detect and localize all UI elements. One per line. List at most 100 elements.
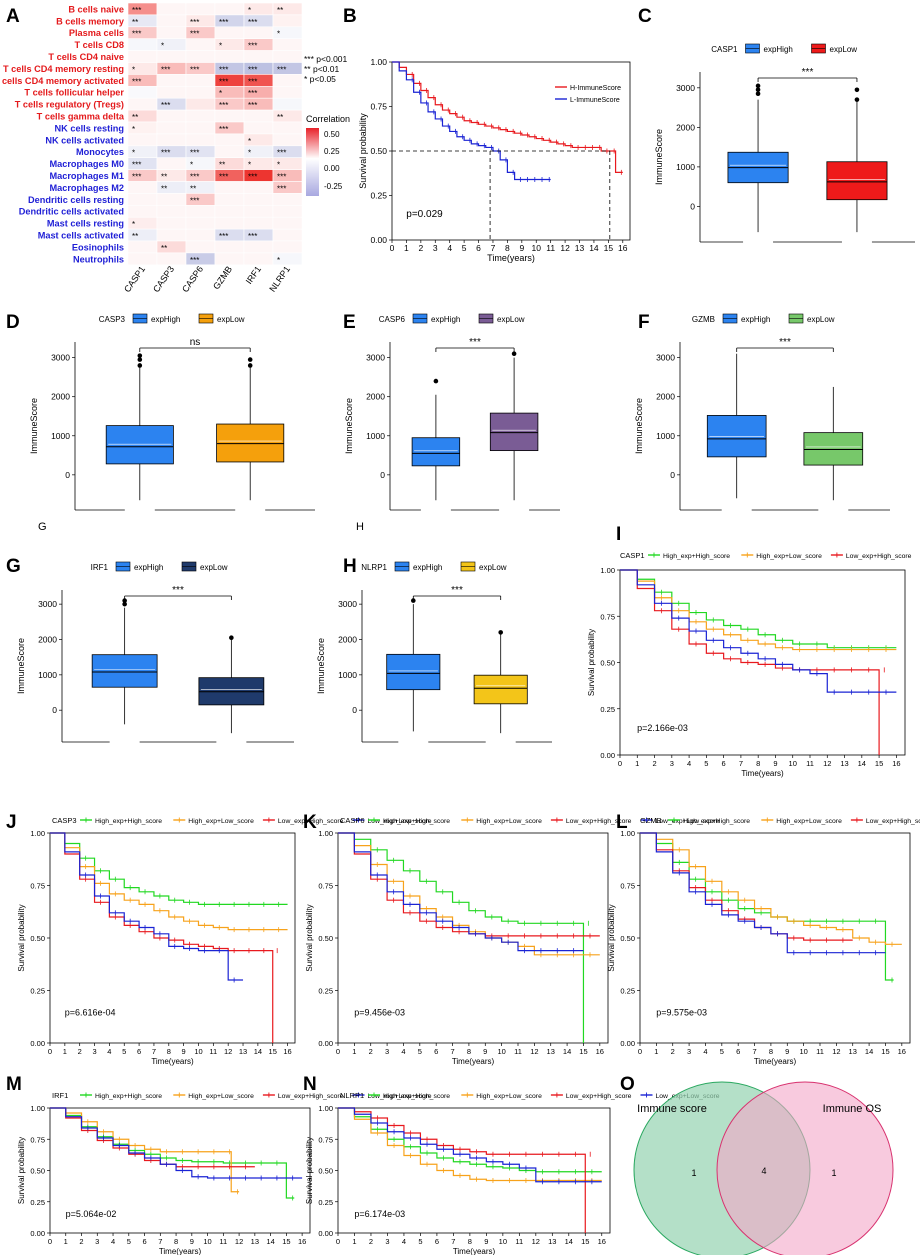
km-curve-Low_exp+Low_score: [50, 832, 244, 981]
panel-letter-B: B: [343, 6, 357, 27]
heatmap-star: **: [219, 161, 225, 170]
outlier-point: [247, 357, 253, 362]
x-tick-label: 3: [95, 1237, 99, 1246]
heatmap-cell: [156, 86, 187, 99]
y-axis-label: ImmuneScore: [344, 398, 354, 454]
panel-letter-H: H: [343, 556, 357, 577]
legend-entry: High_exp+High_score: [663, 553, 730, 560]
y-axis-label: Survival probability: [305, 904, 314, 971]
heatmap-star: ***: [190, 173, 199, 182]
p-value: p=5.064e-02: [66, 1209, 117, 1219]
heatmap-cell: [272, 216, 303, 230]
heatmap-star: ***: [219, 18, 228, 27]
heatmap-star: *: [248, 149, 251, 158]
heatmap-star: ***: [248, 173, 257, 182]
heatmap-star: *: [277, 161, 280, 170]
y-tick-label: 3000: [51, 353, 70, 363]
heatmap-cell: [156, 252, 187, 266]
heatmap-star: **: [277, 6, 283, 15]
y-tick-label: 1000: [38, 670, 57, 680]
heatmap-col-label: CASP6: [180, 264, 205, 294]
legend-entry: High_exp+Low_score: [476, 1093, 542, 1100]
y-tick-label: 2000: [38, 634, 57, 644]
box-expHigh: [386, 653, 441, 691]
legend-entry: expHigh: [741, 315, 770, 324]
heatmap-cell: [127, 205, 158, 218]
y-tick-label: 0.25: [620, 987, 635, 996]
heatmap-cell: [243, 193, 274, 206]
heatmap-cell: [156, 14, 187, 28]
heatmap-cell: [243, 205, 274, 218]
x-tick-label: 1: [635, 759, 639, 768]
x-tick-label: 10: [499, 1237, 507, 1246]
x-tick-label: 12: [560, 243, 570, 253]
x-tick-label: 10: [203, 1237, 211, 1246]
heatmap-col-label: CASP1: [122, 264, 147, 294]
heatmap-row-label: T cells CD4 naive: [48, 52, 124, 62]
km-curve-Low_exp+Low_score: [620, 569, 897, 693]
x-tick-label: 11: [816, 1047, 824, 1056]
y-tick-label: 1000: [366, 431, 385, 441]
legend-gene-label: CASP3: [52, 816, 77, 825]
km-curve-Low_exp+High_score: [338, 832, 600, 937]
colorbar-tick: 0.50: [324, 130, 340, 139]
heatmap-cell: [272, 121, 303, 135]
venn-set-label: Immune OS: [823, 1103, 882, 1115]
y-tick-label: 0.75: [600, 612, 615, 621]
km-curve-Low_exp+High_score: [640, 832, 853, 941]
heatmap-row-label: Mast cells resting: [47, 219, 124, 229]
legend-gene-label: CASP3: [99, 315, 126, 324]
panel-letter-J: J: [6, 812, 17, 833]
y-tick-label: 0.75: [30, 882, 45, 891]
heatmap-star: ***: [219, 77, 228, 86]
km-curve-L-ImmuneScore: [392, 61, 551, 181]
heatmap-star: *: [277, 30, 280, 39]
legend-gene-label: IRF1: [91, 563, 109, 572]
heatmap-star: ***: [161, 149, 170, 158]
box-expLow: [216, 423, 285, 463]
outlier-point: [247, 363, 253, 368]
km-curve-High_exp+Low_score: [50, 1107, 240, 1193]
x-tick-label: 9: [519, 243, 524, 253]
heatmap-star: ***: [248, 18, 257, 27]
heatmap-cell: [127, 240, 158, 254]
legend-entry: High_exp+Low_score: [188, 1093, 254, 1100]
x-axis-label: Time(years): [754, 1057, 797, 1066]
heatmap-cell: [243, 240, 274, 254]
x-tick-label: 5: [462, 243, 467, 253]
x-axis-label: Time(years): [452, 1057, 495, 1066]
x-tick-label: 0: [336, 1047, 340, 1056]
heatmap-star: ***: [190, 256, 199, 265]
x-tick-label: 14: [865, 1047, 873, 1056]
legend-entry: High_exp+High_score: [683, 818, 750, 825]
heatmap-cell: [272, 252, 303, 266]
x-tick-label: 13: [849, 1047, 857, 1056]
y-tick-label: 0.25: [600, 705, 615, 714]
x-tick-label: 6: [476, 243, 481, 253]
outlier-point: [755, 87, 761, 93]
venn-count: 1: [691, 1168, 696, 1178]
x-tick-label: 5: [418, 1047, 422, 1056]
panel-letter-C: C: [638, 6, 652, 27]
y-tick-label: 0.25: [318, 987, 333, 996]
legend-gene-label: NLRP1: [361, 563, 387, 572]
outlier-point: [122, 598, 127, 603]
heatmap-row-label: Macrophages M1: [49, 171, 124, 181]
x-tick-label: 13: [547, 1047, 555, 1056]
heatmap-cell: [127, 252, 158, 266]
heatmap-cell: [214, 133, 245, 147]
x-tick-label: 16: [892, 759, 900, 768]
x-tick-label: 5: [704, 759, 708, 768]
box-expHigh: [411, 437, 461, 467]
heatmap-cell: [214, 109, 245, 123]
x-tick-label: 7: [739, 759, 743, 768]
heatmap-row-label: Neutrophils: [73, 254, 124, 264]
heatmap-col-label: GZMB: [211, 264, 234, 291]
x-tick-label: 8: [468, 1237, 472, 1246]
x-tick-label: 10: [789, 759, 797, 768]
legend-entry: High_exp+High_score: [383, 1093, 450, 1100]
y-tick-label: 1.00: [30, 1104, 45, 1113]
heatmap-cell: [185, 133, 216, 147]
x-tick-label: 8: [467, 1047, 471, 1056]
x-tick-label: 8: [167, 1047, 171, 1056]
